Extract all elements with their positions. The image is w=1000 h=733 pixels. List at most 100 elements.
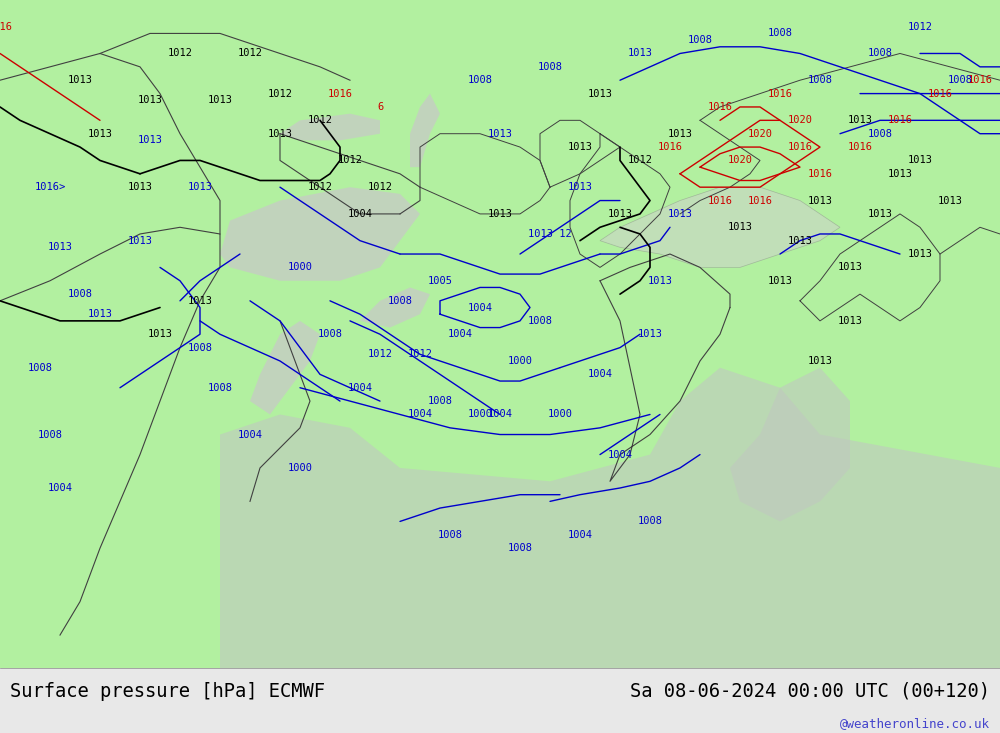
Text: 1004: 1004 [348, 383, 372, 393]
Text: 1013: 1013 [638, 329, 662, 339]
Text: 1016: 1016 [748, 196, 772, 205]
Text: 1016: 1016 [658, 142, 682, 152]
Text: 1013: 1013 [48, 243, 72, 252]
Text: 1013: 1013 [188, 296, 212, 306]
Text: 1004: 1004 [488, 410, 512, 419]
Text: 1013: 1013 [488, 129, 512, 139]
Text: 1012: 1012 [368, 350, 392, 359]
Text: 1012: 1012 [628, 155, 652, 166]
Text: 1004: 1004 [408, 410, 432, 419]
Text: 1013: 1013 [488, 209, 512, 219]
Polygon shape [410, 94, 440, 167]
Text: 1013: 1013 [728, 222, 753, 232]
Text: 1008: 1008 [318, 329, 342, 339]
Text: 1000: 1000 [468, 410, 492, 419]
Text: 1012: 1012 [368, 183, 392, 192]
Text: 1000: 1000 [288, 463, 312, 473]
Text: 1008: 1008 [688, 35, 712, 45]
Text: 1012: 1012 [408, 350, 432, 359]
Text: 1016: 1016 [888, 115, 912, 125]
Text: 1013: 1013 [838, 316, 862, 326]
Text: 1013: 1013 [848, 115, 872, 125]
Text: 1016: 1016 [968, 75, 992, 85]
Text: 1013: 1013 [808, 196, 832, 205]
Text: 1020: 1020 [788, 115, 812, 125]
Text: Sa 08-06-2024 00:00 UTC (00+120): Sa 08-06-2024 00:00 UTC (00+120) [630, 682, 990, 701]
Text: 1013: 1013 [148, 329, 173, 339]
Text: 1013: 1013 [568, 142, 592, 152]
Text: 1016: 1016 [848, 142, 872, 152]
Text: 1008: 1008 [468, 75, 492, 85]
Text: 1013: 1013 [88, 129, 112, 139]
Text: 1012: 1012 [308, 115, 332, 125]
Text: 1013: 1013 [88, 309, 112, 319]
Text: 1013: 1013 [588, 89, 612, 99]
Text: 1004: 1004 [348, 209, 372, 219]
Text: 1016: 1016 [0, 22, 12, 32]
Text: 1008: 1008 [188, 342, 212, 353]
Text: 1020: 1020 [748, 129, 772, 139]
Text: 1004: 1004 [48, 483, 72, 493]
Polygon shape [220, 187, 420, 281]
Text: 1013: 1013 [628, 48, 652, 59]
Text: 1013: 1013 [668, 129, 692, 139]
Polygon shape [730, 368, 850, 521]
Text: 1012: 1012 [908, 22, 932, 32]
Text: 1008: 1008 [638, 517, 662, 526]
Text: 1012: 1012 [168, 48, 192, 59]
Text: 1012: 1012 [308, 183, 332, 192]
Text: 1013: 1013 [568, 183, 592, 192]
Text: 1000: 1000 [548, 410, 572, 419]
Text: 1016: 1016 [708, 102, 732, 112]
Text: 1004: 1004 [588, 369, 612, 380]
Polygon shape [280, 114, 380, 141]
Text: 1013: 1013 [868, 209, 893, 219]
Text: 1016: 1016 [768, 89, 792, 99]
Polygon shape [220, 368, 1000, 668]
Text: 1013: 1013 [908, 155, 932, 166]
Text: 1016: 1016 [328, 89, 352, 99]
Text: 1000: 1000 [288, 262, 312, 273]
Text: 1004: 1004 [238, 430, 262, 440]
Text: 1013: 1013 [128, 235, 152, 246]
Text: 1013: 1013 [188, 183, 212, 192]
Text: 1008: 1008 [528, 316, 552, 326]
Text: 1013: 1013 [648, 276, 672, 286]
Text: 1008: 1008 [28, 363, 52, 372]
Polygon shape [360, 287, 430, 328]
Text: 1016: 1016 [708, 196, 732, 205]
Text: 1013: 1013 [668, 209, 692, 219]
Text: 1004: 1004 [468, 303, 492, 312]
Text: 1016: 1016 [928, 89, 952, 99]
Text: 6: 6 [377, 102, 383, 112]
Polygon shape [600, 187, 840, 268]
Text: 1008: 1008 [428, 396, 452, 406]
Text: 1016: 1016 [808, 169, 832, 179]
Text: 1012: 1012 [268, 89, 292, 99]
Text: 1008: 1008 [868, 48, 893, 59]
Text: 1004: 1004 [608, 449, 633, 460]
Text: 1005: 1005 [428, 276, 452, 286]
Text: 1008: 1008 [948, 75, 972, 85]
Text: 1012: 1012 [338, 155, 362, 166]
Text: 1004: 1004 [568, 530, 592, 539]
Text: 1013: 1013 [808, 356, 832, 366]
Text: 1020: 1020 [728, 155, 753, 166]
Polygon shape [250, 321, 320, 414]
Text: 1013: 1013 [208, 95, 232, 106]
Text: 1013: 1013 [68, 75, 92, 85]
Text: 1016>: 1016> [34, 183, 66, 192]
Text: 1008: 1008 [68, 289, 92, 299]
Text: 1013: 1013 [908, 249, 932, 259]
Text: 1013: 1013 [608, 209, 633, 219]
Text: 1013: 1013 [938, 196, 962, 205]
Text: 1004: 1004 [448, 329, 473, 339]
Text: 1008: 1008 [868, 129, 893, 139]
Text: 1008: 1008 [508, 543, 532, 553]
Text: 1013: 1013 [128, 183, 152, 192]
Text: 1008: 1008 [538, 62, 562, 72]
Text: 1013: 1013 [138, 136, 162, 145]
Text: 1013 12: 1013 12 [528, 229, 572, 239]
Text: 1013: 1013 [888, 169, 912, 179]
Text: 1013: 1013 [268, 129, 292, 139]
